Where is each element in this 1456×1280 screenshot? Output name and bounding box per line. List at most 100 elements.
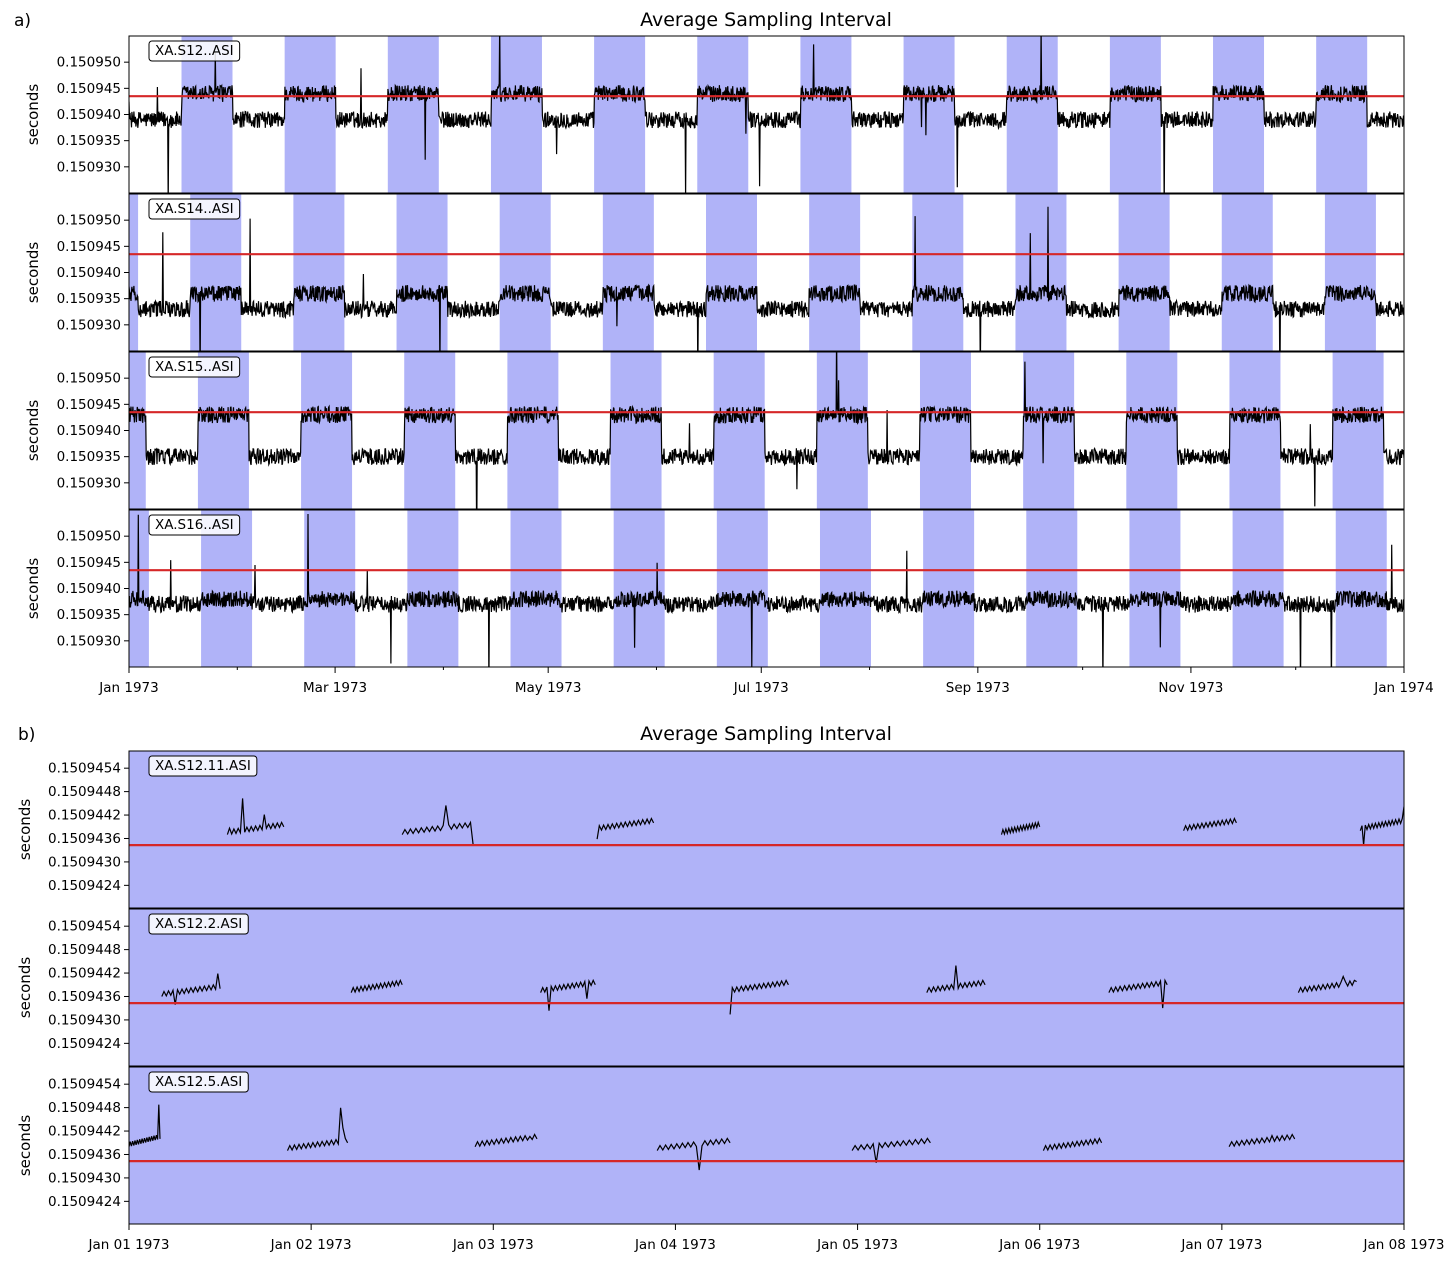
y-tick-label: 0.1509454: [48, 1077, 121, 1093]
series-legend-label: XA.S16..ASI: [155, 517, 234, 533]
series-legend-label: XA.S15..ASI: [155, 359, 234, 375]
x-tick-label: May 1973: [515, 680, 582, 696]
daylight-band: [387, 36, 439, 193]
subplot-plot-area: [129, 751, 1404, 908]
daylight-band: [197, 352, 249, 509]
x-tick-label: Jan 06 1973: [998, 1237, 1080, 1253]
series-legend: XA.S12.11.ASI: [148, 755, 258, 777]
x-tick-label: Sep 1973: [946, 680, 1010, 696]
subplot-3: 0.1509454 0.1509448 0.1509442 0.1509436 0.15…: [16, 1066, 1405, 1225]
daylight-band: [613, 510, 665, 667]
x-tick-label: Jan 1973: [98, 680, 158, 696]
daylight-band: [809, 194, 861, 351]
y-axis-label: seconds: [16, 799, 34, 860]
x-tick-label: Jan 01 1973: [88, 1237, 170, 1253]
y-tick-label: 0.1509442: [48, 966, 121, 982]
data-line: [129, 1104, 1296, 1171]
y-axis-label: seconds: [16, 1115, 34, 1176]
y-tick-label: 0.150935: [57, 607, 121, 623]
y-tick-label: 0.150945: [57, 555, 121, 571]
daylight-band: [301, 352, 353, 509]
subplot-2: 0.150950 0.150945 0.150940 0.150935 0.150930…: [24, 193, 1405, 352]
panel-b: b) Average Sampling Interval 0.15094540.…: [16, 723, 1444, 1253]
y-tick-label: 0.1509430: [48, 1170, 121, 1186]
daylight-band: [201, 510, 253, 667]
panel-b-x-axis: Jan 01 1973 Jan 02 1973 Jan 03 1973 Jan 04 …: [88, 1224, 1445, 1253]
daylight-band: [919, 352, 971, 509]
subplot-plot-area: [129, 352, 1404, 509]
subplot-frame: [128, 750, 1405, 909]
y-tick-label: 0.150935: [57, 449, 121, 465]
subplot-frame: [128, 1066, 1405, 1225]
daylight-band: [507, 352, 559, 509]
y-tick-label: 0.1509430: [48, 854, 121, 870]
y-tick-label: 0.1509430: [48, 1012, 121, 1028]
daylight-band: [1213, 36, 1265, 193]
daylight-band: [499, 194, 551, 351]
y-tick-label: 0.1509448: [48, 784, 121, 800]
y-tick-label: 0.150950: [57, 55, 121, 71]
subplot-frame: [128, 908, 1405, 1067]
daylight-band: [697, 36, 749, 193]
y-tick-label: 0.1509454: [48, 761, 121, 777]
daylight-band: [490, 36, 542, 193]
x-tick-label: Jan 02 1973: [270, 1237, 352, 1253]
series-legend-box: [148, 755, 258, 777]
y-tick-label: 0.150950: [57, 213, 121, 229]
data-line: [226, 798, 1404, 846]
daylight-band: [1109, 36, 1161, 193]
panel-a-subplots: 0.150950 0.150945 0.150940 0.150935 0.150930…: [24, 35, 1405, 668]
data-line: [129, 352, 1404, 509]
x-tick-label: Mar 1973: [303, 680, 367, 696]
subplot-plot-area: [129, 909, 1404, 1066]
y-tick-label: 0.150930: [57, 633, 121, 649]
daylight-band: [705, 194, 757, 351]
daylight-band: [129, 352, 146, 509]
y-tick-label: 0.150935: [57, 291, 121, 307]
daylight-band: [1118, 194, 1170, 351]
y-tick-label: 0.150940: [57, 107, 121, 123]
x-tick-label: Jul 1973: [733, 680, 789, 696]
y-tick-label: 0.1509424: [48, 878, 121, 894]
y-tick-label: 0.150935: [57, 133, 121, 149]
daylight-band: [510, 510, 562, 667]
x-tick-label: Jan 08 1973: [1363, 1237, 1445, 1253]
series-legend-box: [148, 40, 241, 62]
y-tick-label: 0.1509448: [48, 942, 121, 958]
daylight-band: [800, 36, 852, 193]
y-tick-label: 0.1509436: [48, 1147, 121, 1163]
daylight-band: [1229, 352, 1281, 509]
panel-b-subplots: 0.1509454 0.1509448 0.1509442 0.1509436 0.15…: [16, 750, 1405, 1225]
y-tick-label: 0.150940: [57, 581, 121, 597]
daylight-band: [129, 194, 139, 351]
daylight-band: [181, 36, 233, 193]
y-tick-label: 0.150940: [57, 265, 121, 281]
y-tick-label: 0.150940: [57, 423, 121, 439]
subplot-plot-area: [129, 194, 1404, 351]
subplot-3: 0.150950 0.150945 0.150940 0.150935 0.150930…: [24, 351, 1405, 510]
daylight-band: [819, 510, 871, 667]
daylight-band: [404, 352, 456, 509]
series-legend-box: [148, 514, 241, 536]
y-tick-label: 0.150945: [57, 239, 121, 255]
y-axis-label: seconds: [24, 400, 42, 461]
series-legend-label: XA.S12.5.ASI: [155, 1074, 242, 1090]
daylight-band: [1026, 510, 1078, 667]
series-legend-label: XA.S12.2.ASI: [155, 916, 242, 932]
x-tick-label: Jan 07 1973: [1180, 1237, 1262, 1253]
data-line: [129, 206, 1404, 351]
panel-a-label: a): [14, 11, 31, 31]
series-legend-box: [148, 356, 241, 378]
subplot-background: [129, 1067, 1404, 1224]
daylight-band: [1316, 36, 1368, 193]
series-legend-box: [148, 1071, 249, 1093]
y-tick-label: 0.1509436: [48, 989, 121, 1005]
daylight-band: [1324, 194, 1376, 351]
subplot-1: 0.150950 0.150945 0.150940 0.150935 0.150930…: [24, 35, 1405, 194]
series-legend-box: [148, 913, 249, 935]
daylight-band: [594, 36, 646, 193]
series-legend: XA.S15..ASI: [148, 356, 241, 378]
daylight-band: [1126, 352, 1178, 509]
daylight-band: [190, 194, 242, 351]
